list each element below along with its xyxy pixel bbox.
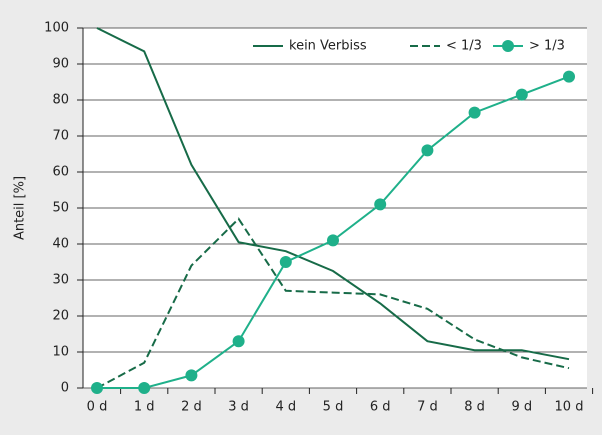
y-axis-label: Anteil [%] bbox=[13, 176, 28, 240]
y-tick-label: 30 bbox=[52, 273, 69, 288]
y-tick-label: 10 bbox=[52, 345, 69, 360]
x-tick-label: 1 d bbox=[134, 400, 155, 415]
y-tick-label: 20 bbox=[52, 309, 69, 324]
marker bbox=[232, 335, 245, 348]
y-tick-label: 90 bbox=[52, 57, 69, 72]
x-tick-label: 9 d bbox=[511, 400, 532, 415]
x-tick-label: 10 d bbox=[555, 400, 584, 415]
marker bbox=[468, 106, 481, 119]
marker bbox=[279, 256, 292, 268]
marker bbox=[515, 88, 528, 101]
marker bbox=[185, 369, 198, 382]
y-tick-label: 100 bbox=[44, 21, 69, 36]
x-tick-label: 6 d bbox=[370, 400, 391, 415]
y-tick-label: 50 bbox=[52, 201, 69, 216]
legend-label: > 1/3 bbox=[529, 39, 565, 54]
marker bbox=[374, 198, 387, 211]
series-line bbox=[96, 217, 570, 389]
x-tick-label: 0 d bbox=[87, 400, 108, 415]
marker bbox=[421, 144, 434, 157]
marker bbox=[327, 234, 339, 247]
marker bbox=[138, 382, 151, 394]
y-tick-label: 40 bbox=[52, 237, 69, 252]
x-tick-label: 3 d bbox=[228, 400, 249, 415]
series-line bbox=[96, 27, 570, 361]
marker bbox=[563, 70, 575, 83]
y-tick-label: 70 bbox=[52, 129, 69, 144]
legend-marker bbox=[502, 40, 514, 52]
y-tick-label: 80 bbox=[52, 93, 69, 108]
marker bbox=[91, 382, 103, 394]
x-tick-label: 2 d bbox=[181, 400, 202, 415]
legend-label: kein Verbiss bbox=[289, 39, 367, 54]
x-tick-label: 8 d bbox=[464, 400, 485, 415]
legend-label: < 1/3 bbox=[446, 39, 482, 54]
y-tick-label: 0 bbox=[61, 381, 69, 396]
x-tick-label: 7 d bbox=[417, 400, 438, 415]
y-tick-label: 60 bbox=[52, 165, 69, 180]
x-tick-label: 5 d bbox=[323, 400, 344, 415]
x-tick-label: 4 d bbox=[275, 400, 296, 415]
